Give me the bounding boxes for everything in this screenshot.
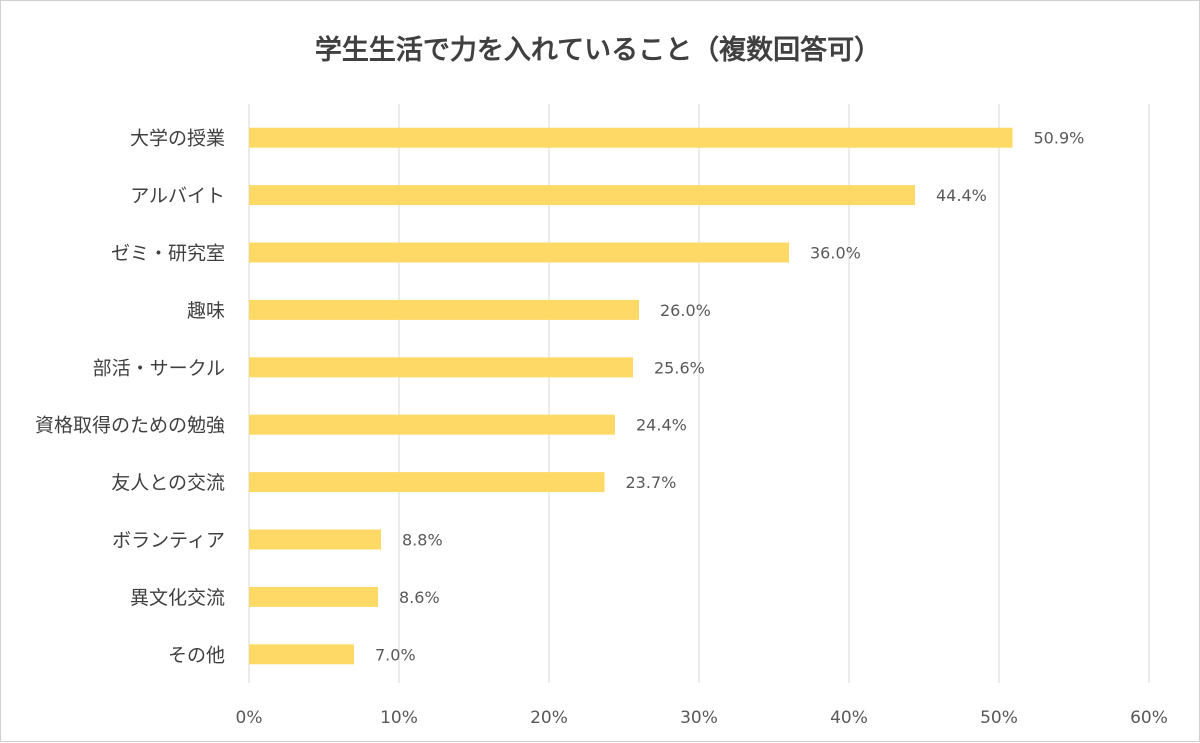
data-label: 36.0% [810,244,861,263]
category-label: その他 [168,644,225,666]
data-label: 8.6% [399,588,440,607]
data-label: 50.9% [1034,129,1085,148]
bar [249,414,615,435]
category-label: ボランティア [112,530,225,552]
data-labels: 50.9% 44.4% 36.0% 26.0% 25.6% 24.4% 23.7% 8.8% 8… [375,129,1084,665]
chart-title: 学生生活で力を入れていること（複数回答可） [315,34,881,66]
category-label: 異文化交流 [130,587,225,609]
bar [249,185,915,206]
data-label: 26.0% [660,301,711,320]
x-tick-label: 10% [380,708,418,728]
data-label: 44.4% [936,186,987,205]
bar [249,586,378,607]
data-label: 24.4% [636,416,687,435]
category-label: アルバイト [130,185,225,207]
data-label: 25.6% [654,358,705,377]
x-tick-label: 40% [830,708,868,728]
bar [249,529,381,550]
bar [249,472,605,493]
bar [249,242,789,263]
bar [249,357,633,378]
category-label: 趣味 [187,300,225,322]
bar [249,644,354,665]
bars [249,127,1013,665]
x-tick-label: 0% [236,708,263,728]
category-label: 資格取得のための勉強 [35,415,225,437]
category-label: 部活・サークル [93,357,225,379]
bar [249,299,639,320]
bar [249,127,1013,148]
category-label: 大学の授業 [130,128,225,150]
category-labels: 大学の授業アルバイトゼミ・研究室趣味部活・サークル資格取得のための勉強友人との交… [35,128,225,667]
data-label: 7.0% [375,645,416,664]
x-tick-label: 50% [980,708,1018,728]
data-label: 8.8% [402,531,443,550]
x-axis-tick-labels: 0% 10% 20% 30% 40% 50% 60% [236,708,1168,728]
x-tick-label: 60% [1130,708,1168,728]
data-label: 23.7% [626,473,677,492]
x-tick-label: 20% [530,708,568,728]
category-label: ゼミ・研究室 [111,243,225,265]
category-label: 友人との交流 [111,472,225,494]
x-tick-label: 30% [680,708,718,728]
